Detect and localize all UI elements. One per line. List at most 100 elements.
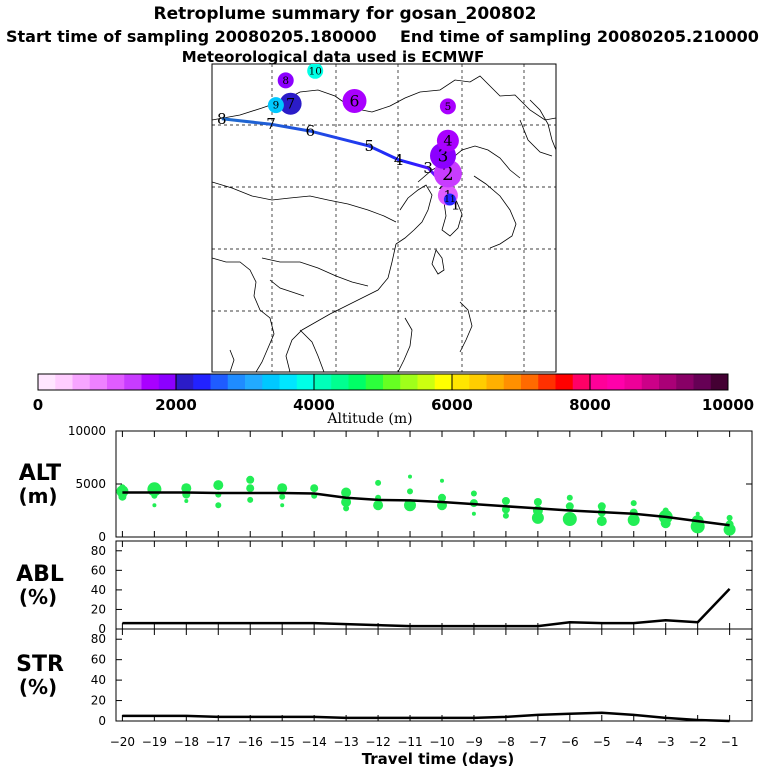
cluster-label-11: 11 [444,195,455,205]
colorbar-swatch [641,374,660,390]
alt-scatter-point [246,475,255,484]
alt-scatter-point [404,499,416,512]
x-tick-label: −17 [206,735,231,749]
coastlines [212,75,556,372]
alt-scatter-point [533,498,542,506]
colorbar-swatch [89,374,108,390]
colorbar-tick-label: 10000 [702,396,754,414]
time-series-panels: 1000050000ALT(m)806040200ABL(%)806040200… [16,424,753,749]
colorbar-swatch [503,374,522,390]
x-tick-label: −19 [142,735,167,749]
alt-scatter-point [246,484,255,493]
alt-scatter-point [471,511,476,516]
colorbar-swatch [107,374,125,390]
panel-label-alt: ALT [19,461,61,486]
panel-frame-str [115,628,753,722]
y-tick-label: 80 [91,632,106,646]
alt-scatter-point [723,523,736,536]
colorbar-swatch [607,374,625,390]
colorbar-swatch [141,374,160,390]
colorbar-tick-label: 6000 [431,396,473,414]
alt-scatter-point [280,503,285,508]
colorbar-title: Altitude (m) [326,411,412,427]
cluster-label-2: 2 [442,164,454,185]
alt-scatter-point [152,503,157,508]
alt-scatter-point [690,519,705,534]
colorbar-swatch [124,374,142,390]
cluster-label-10: 10 [309,65,322,77]
cluster-circle-6 [342,89,367,113]
alt-scatter-point [596,516,607,527]
alt-scatter-point [438,493,446,502]
x-tick-label: −11 [397,735,422,749]
cluster-label-3: 3 [438,146,449,166]
x-tick-label: −16 [238,735,263,749]
colorbar-swatch [158,374,177,390]
colorbar-swatch [72,374,91,390]
colorbar-tick-label: 2000 [155,396,197,414]
alt-scatter-point [566,494,573,501]
cluster-circle-9 [267,97,284,114]
y-tick-label: 20 [91,602,106,616]
alt-scatter-point [501,497,510,505]
colorbar-swatch [676,374,694,390]
alt-scatter-point [343,505,350,512]
panel-unit-alt: (m) [18,484,57,508]
colorbar-swatch [296,374,315,390]
alt-scatter-point [151,492,158,499]
colorbar-swatch [555,374,574,390]
cluster-circle-10 [307,64,324,79]
map-geography: 123456781234567891011 [212,64,556,372]
alt-scatter-point [118,492,127,501]
colorbar-tick-label: 8000 [569,396,611,414]
colorbar-swatch [452,374,470,390]
x-tick-label: −1 [721,735,739,749]
alt-scatter-point [440,478,444,483]
panel-frame-alt [115,430,753,538]
figure-title: Retroplume summary for gosan_200802 [154,4,537,24]
y-tick-label: 20 [91,694,106,708]
x-tick-label: −8 [497,735,515,749]
y-tick-label: 40 [91,583,106,597]
alt-scatter-point [247,496,254,503]
y-tick-label: 60 [91,653,106,667]
colorbar-swatch [227,374,246,390]
x-tick-label: −7 [529,735,547,749]
x-tick-label: −6 [561,735,579,749]
start-time-label: Start time of sampling 20080205.180000 [6,27,377,46]
y-tick-label: 10000 [68,424,106,438]
y-tick-label: 40 [91,673,106,687]
panel-label-str: STR [16,652,64,677]
colorbar-swatch [710,374,729,390]
colorbar-swatch [400,374,418,390]
y-tick-label: 80 [91,544,106,558]
colorbar-swatch [572,374,591,390]
colorbar-swatch [262,374,280,390]
main-path-label-1: 1 [451,195,461,213]
alt-scatter-point [341,497,352,507]
alt-scatter-point [119,484,126,491]
alt-scatter-point [627,514,640,526]
colorbar-tick-label: 0 [33,396,43,414]
colorbar-swatch [469,374,487,390]
cluster-circle-4 [436,129,459,152]
main-path-label-3: 3 [423,159,433,177]
alt-scatter-point [407,488,413,495]
x-tick-label: −9 [465,735,483,749]
y-tick-label: 5000 [75,477,106,491]
y-tick-label: 0 [98,530,106,544]
cluster-label-5: 5 [445,101,452,113]
alt-scatter-point [310,484,319,493]
colorbar-swatch [55,374,73,390]
colorbar-swatch [314,374,332,390]
map-marks: 123456781234567891011 [217,64,462,213]
map-frame [211,63,557,373]
alt-scatter-point [630,500,637,507]
x-tick-label: −10 [429,735,454,749]
cluster-label-7: 7 [286,97,295,113]
main-path-label-7: 7 [266,115,276,133]
y-tick-label: 60 [91,563,106,577]
colorbar-swatch [624,374,643,390]
y-tick-label: 0 [98,622,106,636]
